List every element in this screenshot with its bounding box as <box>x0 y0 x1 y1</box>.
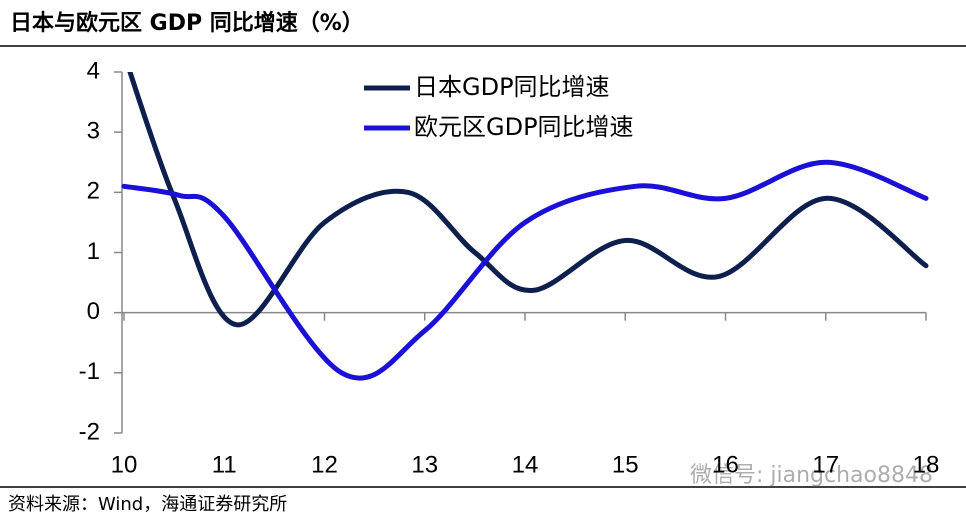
x-tick-label: 10 <box>111 451 138 478</box>
source-note: 资料来源：Wind，海通证券研究所 <box>8 494 287 515</box>
line-series <box>127 72 929 328</box>
chart-title: 日本与欧元区 GDP 同比增速（%） <box>10 10 364 36</box>
y-tick-label: 4 <box>87 57 100 84</box>
legend-label: 日本GDP同比增速 <box>414 73 610 101</box>
x-tick-label: 18 <box>913 451 940 478</box>
plot-area <box>121 72 929 381</box>
x-tick-label: 15 <box>612 451 639 478</box>
y-tick-label: 0 <box>87 298 100 325</box>
y-tick-label: -1 <box>79 358 100 385</box>
y-tick-label: 1 <box>87 238 100 265</box>
x-tick-label: 14 <box>512 451 539 478</box>
x-tick-label: 11 <box>212 451 237 478</box>
x-tick-label: 17 <box>812 451 839 478</box>
watermark: 微信号: jiangchao8848 <box>690 463 933 488</box>
x-tick-label: 12 <box>311 451 338 478</box>
x-tick-label: 13 <box>411 451 438 478</box>
y-tick-label: 3 <box>87 118 100 145</box>
line-series <box>121 159 929 381</box>
y-tick-label: 2 <box>87 178 100 205</box>
y-tick-label: -2 <box>79 418 100 445</box>
legend-label: 欧元区GDP同比增速 <box>414 113 634 141</box>
x-tick-label: 16 <box>712 451 739 478</box>
